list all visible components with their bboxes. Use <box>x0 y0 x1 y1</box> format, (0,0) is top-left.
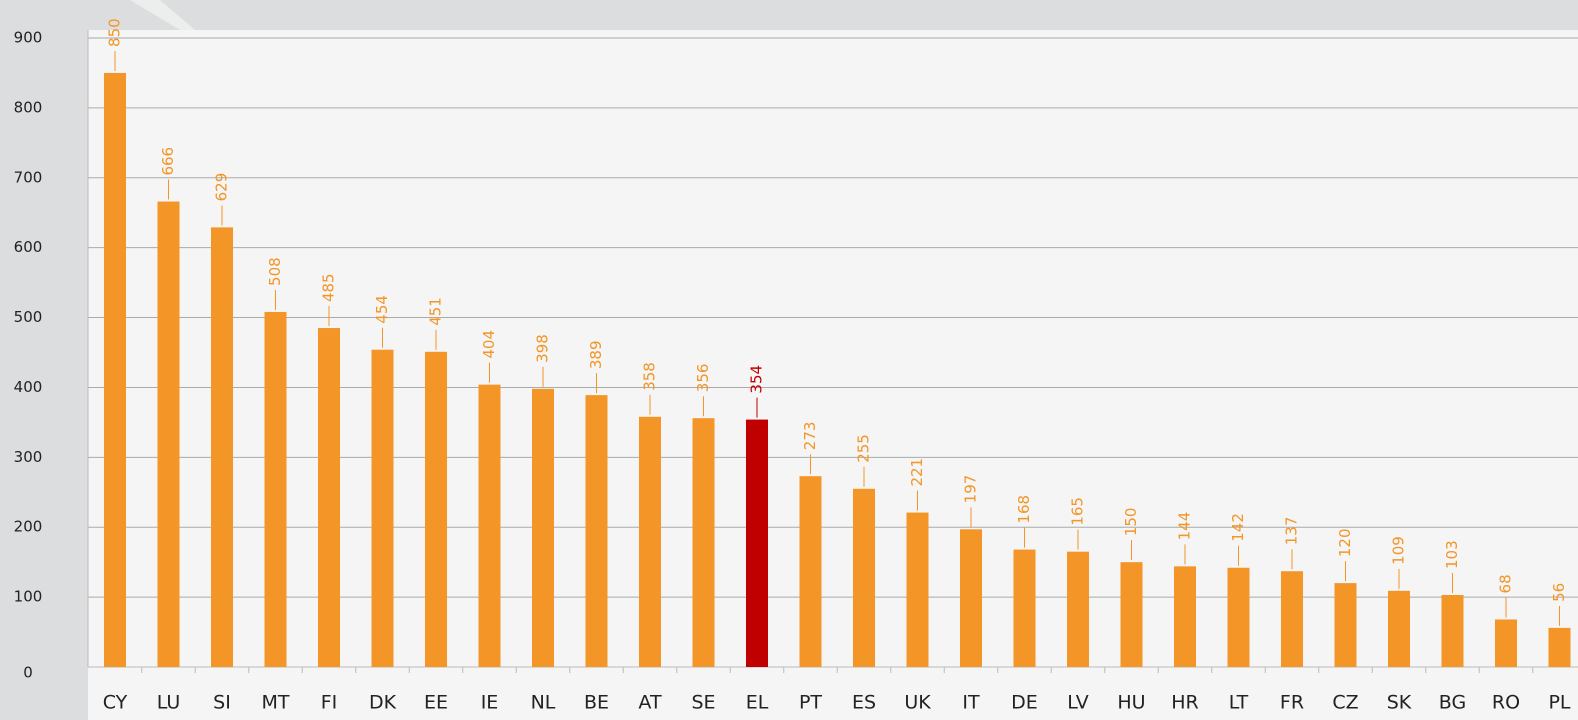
bar <box>639 416 661 667</box>
x-tick-label: CY <box>103 692 128 714</box>
y-tick-label: 500 <box>14 308 43 326</box>
x-tick-label: PT <box>799 692 822 714</box>
bar <box>1013 549 1036 667</box>
x-tick-label: DE <box>1011 692 1038 714</box>
x-tick-label: FI <box>321 692 338 714</box>
x-tick-label: MT <box>262 692 290 714</box>
value-label: 103 <box>1443 540 1461 569</box>
x-tick-label: NL <box>531 692 556 714</box>
bar <box>264 311 287 667</box>
value-label: 150 <box>1122 508 1140 537</box>
y-tick-label: 600 <box>14 238 43 256</box>
value-label: 454 <box>373 295 391 324</box>
x-tick-label: IT <box>962 692 980 714</box>
bar <box>371 349 394 667</box>
value-label: 358 <box>641 362 659 391</box>
y-tick-label: 800 <box>14 98 43 116</box>
y-tick-label: 0 <box>23 664 33 682</box>
bar <box>157 201 180 668</box>
value-label: 354 <box>748 365 766 394</box>
bar <box>1120 562 1143 667</box>
value-label: 629 <box>213 173 231 202</box>
x-tick-label: AT <box>638 692 662 714</box>
bar <box>1227 567 1250 667</box>
bar <box>853 488 875 667</box>
bar <box>1334 583 1357 667</box>
value-label: 404 <box>480 330 498 359</box>
x-tick-label: LU <box>157 692 181 714</box>
bar <box>211 227 233 667</box>
value-label: 165 <box>1069 497 1087 526</box>
x-tick-label: LV <box>1067 692 1089 714</box>
value-label: 68 <box>1497 574 1515 593</box>
x-tick-label: HR <box>1171 692 1199 714</box>
x-tick-label: RO <box>1492 692 1520 714</box>
bar <box>318 328 340 667</box>
x-tick-label: DK <box>369 692 397 714</box>
x-tick-label: EL <box>746 692 769 714</box>
x-tick-label: SK <box>1387 692 1412 714</box>
value-label: 197 <box>962 475 980 504</box>
bar <box>585 395 608 667</box>
bar <box>1067 551 1089 667</box>
y-tick-label: 100 <box>14 588 43 606</box>
y-tick-label: 300 <box>14 448 43 466</box>
value-label: 850 <box>106 18 124 47</box>
bar <box>906 512 929 667</box>
y-tick-label: 700 <box>14 168 43 186</box>
x-tick-label: EE <box>424 692 448 714</box>
bar <box>532 388 554 667</box>
x-tick-label: UK <box>904 692 931 714</box>
value-label: 142 <box>1229 513 1247 542</box>
value-label: 356 <box>694 364 712 393</box>
x-tick-label: HU <box>1117 692 1145 714</box>
bar <box>1388 590 1410 667</box>
bar <box>746 419 768 667</box>
bar <box>1441 595 1464 667</box>
x-tick-label: ES <box>852 692 876 714</box>
x-tick-label: SI <box>213 692 231 714</box>
bar <box>1281 571 1303 667</box>
y-tick-label: 900 <box>14 29 43 47</box>
x-tick-label: IE <box>481 692 499 714</box>
value-label: 389 <box>587 340 605 369</box>
bar <box>104 72 126 667</box>
x-tick-label: BE <box>584 692 609 714</box>
value-label: 56 <box>1550 583 1568 602</box>
value-label: 485 <box>320 273 338 302</box>
value-label: 255 <box>855 434 873 463</box>
value-label: 221 <box>908 458 926 487</box>
x-tick-label: FR <box>1280 692 1304 714</box>
value-label: 120 <box>1336 528 1354 557</box>
bar <box>960 529 982 667</box>
y-tick-label: 400 <box>14 378 43 396</box>
bar <box>799 476 822 667</box>
bar <box>478 384 501 667</box>
decoration <box>130 0 195 30</box>
x-tick-label: CZ <box>1332 692 1358 714</box>
value-label: 666 <box>159 147 177 176</box>
value-label: 451 <box>427 297 445 326</box>
y-tick-label: 200 <box>14 518 43 536</box>
bar <box>1548 627 1571 667</box>
value-label: 144 <box>1176 512 1194 541</box>
value-label: 508 <box>266 257 284 286</box>
bar <box>1174 566 1196 667</box>
value-label: 137 <box>1283 517 1301 546</box>
value-label: 109 <box>1390 536 1408 565</box>
x-tick-label: BG <box>1439 692 1466 714</box>
x-tick-label: PL <box>1548 692 1570 714</box>
value-label: 273 <box>801 422 819 451</box>
bar <box>692 418 715 667</box>
value-label: 398 <box>534 334 552 363</box>
x-tick-label: LT <box>1229 692 1249 714</box>
bar <box>425 351 447 667</box>
value-label: 168 <box>1015 495 1033 524</box>
bar <box>1495 619 1517 667</box>
x-tick-label: SE <box>691 692 715 714</box>
